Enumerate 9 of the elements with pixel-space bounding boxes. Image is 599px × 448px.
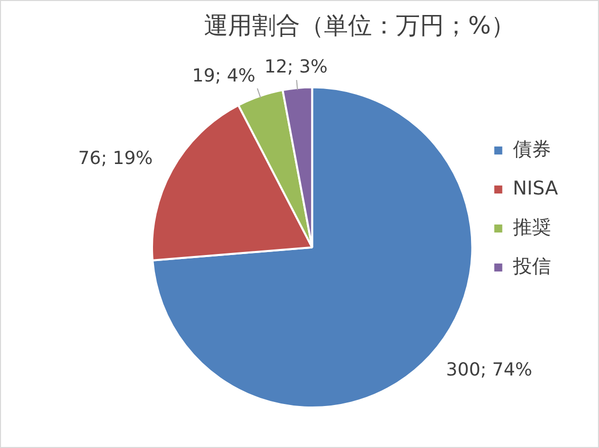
legend-label: 債券 <box>512 138 551 160</box>
data-label: 300; 74% <box>446 360 532 381</box>
data-label: 12; 3% <box>264 56 328 78</box>
legend-label: 投信 <box>512 255 551 278</box>
data-label: 76; 19% <box>78 148 153 169</box>
chart-title: 運用割合（単位：万円；%） <box>204 12 515 40</box>
legend-label: 推奨 <box>512 216 551 238</box>
legend-label: NISA <box>512 177 558 200</box>
data-label: 19; 4% <box>192 65 256 86</box>
